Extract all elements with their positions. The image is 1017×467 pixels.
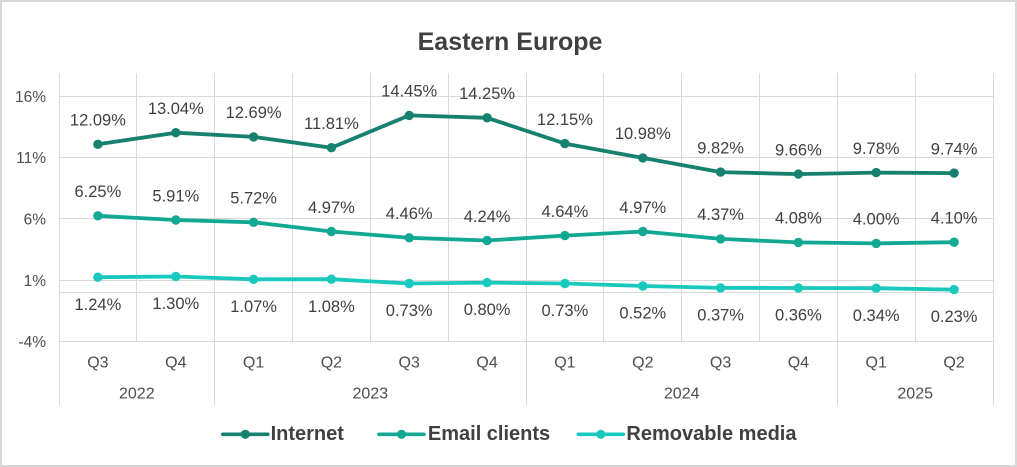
svg-text:0.36%: 0.36% bbox=[775, 307, 822, 325]
svg-text:14.25%: 14.25% bbox=[459, 85, 515, 103]
svg-text:9.66%: 9.66% bbox=[775, 141, 822, 159]
svg-text:4.08%: 4.08% bbox=[775, 210, 822, 228]
svg-text:13.04%: 13.04% bbox=[148, 100, 204, 118]
svg-text:1.07%: 1.07% bbox=[230, 298, 277, 316]
svg-text:5.91%: 5.91% bbox=[152, 187, 199, 205]
svg-text:0.73%: 0.73% bbox=[542, 302, 589, 320]
svg-text:11.81%: 11.81% bbox=[304, 115, 359, 133]
svg-text:9.82%: 9.82% bbox=[697, 139, 744, 157]
svg-text:0.37%: 0.37% bbox=[697, 307, 744, 325]
svg-text:6%: 6% bbox=[24, 212, 47, 229]
svg-text:10.98%: 10.98% bbox=[615, 125, 671, 143]
svg-text:2025: 2025 bbox=[897, 386, 933, 403]
svg-text:Internet: Internet bbox=[271, 423, 345, 445]
svg-text:4.24%: 4.24% bbox=[464, 208, 511, 226]
svg-text:0.80%: 0.80% bbox=[464, 301, 511, 319]
svg-text:Q3: Q3 bbox=[399, 355, 420, 372]
svg-text:4.97%: 4.97% bbox=[308, 199, 355, 217]
svg-text:4.00%: 4.00% bbox=[853, 211, 900, 229]
svg-text:Q2: Q2 bbox=[321, 355, 342, 372]
svg-text:0.34%: 0.34% bbox=[853, 307, 900, 325]
svg-text:16%: 16% bbox=[15, 89, 46, 106]
svg-text:4.46%: 4.46% bbox=[386, 205, 433, 223]
svg-text:12.69%: 12.69% bbox=[226, 104, 282, 122]
svg-text:Q3: Q3 bbox=[87, 355, 108, 372]
svg-text:6.25%: 6.25% bbox=[75, 183, 122, 201]
svg-text:9.78%: 9.78% bbox=[853, 140, 900, 158]
svg-text:Q2: Q2 bbox=[632, 355, 653, 372]
svg-text:Q4: Q4 bbox=[476, 355, 497, 372]
svg-text:Eastern Europe: Eastern Europe bbox=[418, 28, 603, 56]
svg-text:1.30%: 1.30% bbox=[152, 295, 199, 313]
svg-text:1.24%: 1.24% bbox=[75, 296, 122, 314]
svg-text:4.37%: 4.37% bbox=[697, 206, 744, 224]
svg-text:0.23%: 0.23% bbox=[931, 308, 978, 326]
svg-text:Email clients: Email clients bbox=[428, 423, 550, 445]
svg-text:Q1: Q1 bbox=[554, 355, 575, 372]
svg-text:Removable media: Removable media bbox=[626, 423, 797, 445]
svg-text:1.08%: 1.08% bbox=[308, 298, 355, 316]
svg-text:12.09%: 12.09% bbox=[70, 112, 126, 130]
svg-text:2023: 2023 bbox=[353, 386, 389, 403]
svg-text:Q2: Q2 bbox=[943, 355, 964, 372]
svg-text:14.45%: 14.45% bbox=[381, 83, 437, 101]
svg-text:Q3: Q3 bbox=[710, 355, 731, 372]
svg-text:0.52%: 0.52% bbox=[619, 305, 666, 323]
svg-text:1%: 1% bbox=[24, 273, 47, 290]
svg-text:2024: 2024 bbox=[664, 386, 700, 403]
svg-text:12.15%: 12.15% bbox=[537, 111, 593, 129]
svg-text:9.74%: 9.74% bbox=[931, 140, 978, 158]
svg-text:11%: 11% bbox=[16, 150, 46, 167]
svg-text:4.10%: 4.10% bbox=[931, 210, 978, 228]
svg-text:2022: 2022 bbox=[119, 386, 155, 403]
svg-text:0.73%: 0.73% bbox=[386, 302, 433, 320]
svg-text:Q1: Q1 bbox=[243, 355, 264, 372]
svg-text:Q1: Q1 bbox=[866, 355, 887, 372]
svg-text:4.97%: 4.97% bbox=[619, 199, 666, 217]
svg-text:-4%: -4% bbox=[18, 334, 46, 351]
svg-text:Q4: Q4 bbox=[165, 355, 186, 372]
svg-text:Q4: Q4 bbox=[788, 355, 809, 372]
svg-text:4.64%: 4.64% bbox=[542, 203, 589, 221]
svg-text:5.72%: 5.72% bbox=[230, 190, 277, 208]
